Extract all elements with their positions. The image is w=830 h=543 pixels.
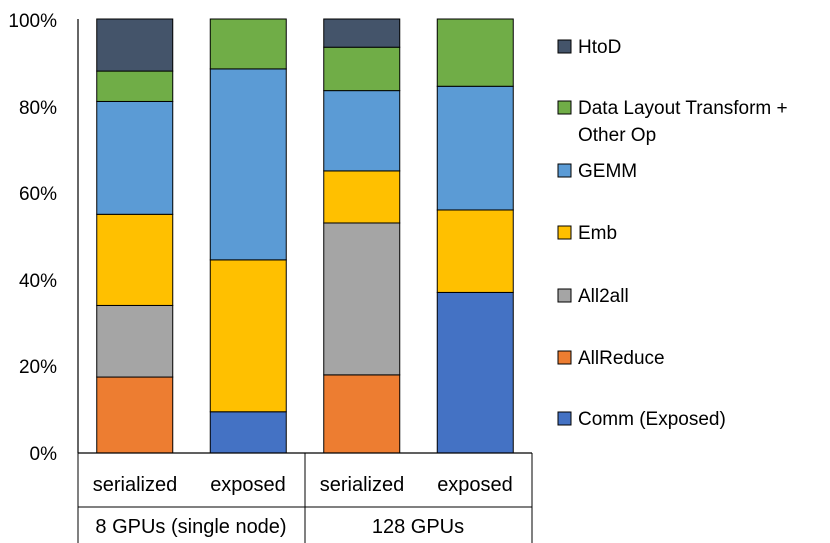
legend-label: All2all — [578, 286, 629, 307]
bar-segment-data-layout-transform-other-op — [436, 18, 514, 87]
bar-segment-gemm — [96, 100, 174, 215]
legend-label: HtoD — [578, 37, 621, 58]
legend-label: AllReduce — [578, 348, 665, 369]
y-tick-label: 20% — [19, 357, 57, 378]
x-category-label: exposed — [210, 474, 286, 496]
bar-segment-gemm — [436, 85, 514, 211]
x-axis: serialized exposed serialized exposed 8 … — [77, 452, 533, 543]
legend-swatch — [557, 350, 572, 365]
x-category-label: exposed — [437, 474, 513, 496]
x-group-label: 128 GPUs — [372, 516, 464, 538]
bars-group — [96, 18, 514, 454]
bar-segment-comm-exposed — [436, 291, 514, 454]
bar-segment-gemm — [209, 68, 287, 261]
bar-segment-emb — [96, 213, 174, 306]
legend-swatch — [557, 225, 572, 240]
bar-segment-all2all — [323, 222, 401, 376]
bar-segment-all2all — [96, 304, 174, 378]
bar-segment-data-layout-transform-other-op — [96, 70, 174, 102]
legend-label: Data Layout Transform + Other Op — [578, 98, 793, 146]
bar-segment-emb — [436, 209, 514, 293]
y-tick-label: 60% — [19, 184, 57, 205]
bar-segment-gemm — [323, 90, 401, 172]
legend-swatch — [557, 411, 572, 426]
legend-swatch — [557, 288, 572, 303]
legend-label-line: Other Op — [578, 125, 656, 146]
bar-segment-data-layout-transform-other-op — [323, 46, 401, 92]
bar-segment-emb — [323, 170, 401, 224]
y-tick-label: 80% — [19, 98, 57, 119]
y-tick-label: 100% — [8, 11, 57, 32]
bar-segment-comm-exposed — [209, 411, 287, 454]
bar-segment-data-layout-transform-other-op — [209, 18, 287, 70]
legend-swatch — [557, 39, 572, 54]
legend-swatch — [557, 163, 572, 178]
legend-label: Comm (Exposed) — [578, 409, 726, 430]
x-category-label: serialized — [320, 474, 404, 496]
y-tick-label: 40% — [19, 271, 57, 292]
bar-segment-allreduce — [323, 374, 401, 454]
x-group-label: 8 GPUs (single node) — [95, 516, 286, 538]
legend-label: Emb — [578, 223, 617, 244]
legend-label-line: Data Layout Transform + — [578, 98, 788, 119]
legend-label: GEMM — [578, 161, 637, 182]
legend: HtoD Data Layout Transform + Other Op GE… — [557, 37, 793, 430]
y-axis: 0% 20% 40% 60% 80% 100% — [8, 11, 79, 465]
y-tick-label: 0% — [30, 444, 58, 465]
bar-segment-htod — [323, 18, 401, 48]
legend-swatch — [557, 100, 572, 115]
bar-segment-emb — [209, 259, 287, 413]
bar-segment-htod — [96, 18, 174, 72]
x-category-label: serialized — [93, 474, 177, 496]
bar-segment-allreduce — [96, 376, 174, 454]
